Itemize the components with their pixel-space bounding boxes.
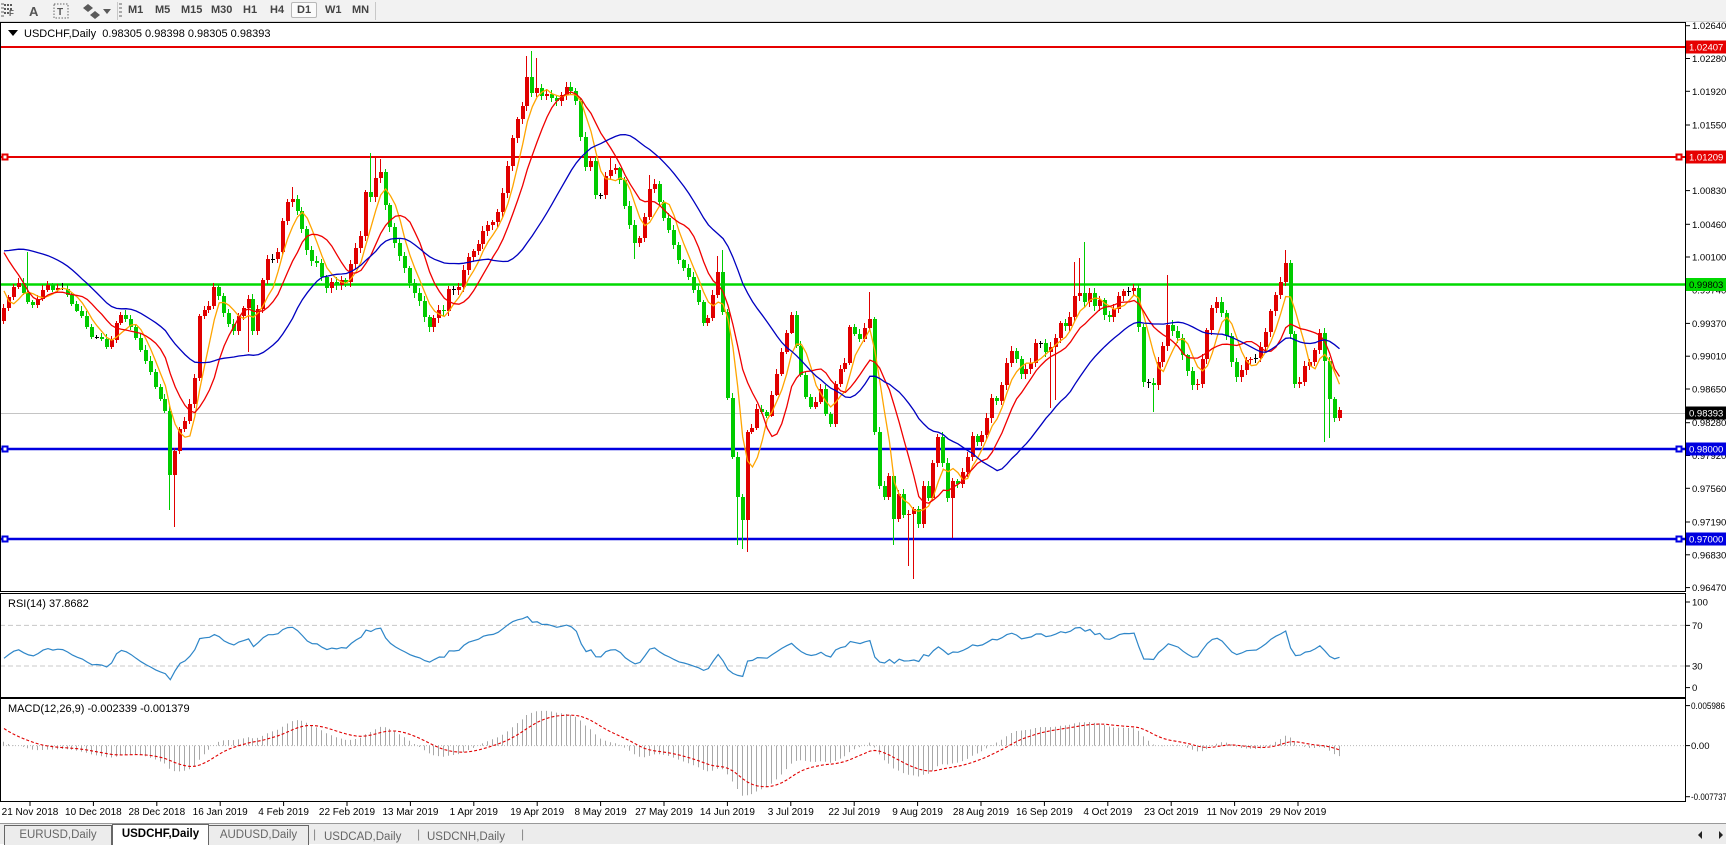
svg-text:9 Aug 2019: 9 Aug 2019: [892, 807, 943, 818]
svg-text:USDCHF,Daily 0.98305 0.98398: USDCHF,Daily 0.98305 0.98398 0.98305 0.9…: [24, 28, 270, 40]
svg-text:0.98650: 0.98650: [1692, 385, 1726, 396]
svg-text:0.97560: 0.97560: [1692, 484, 1726, 495]
svg-text:16 Sep 2019: 16 Sep 2019: [1016, 807, 1073, 818]
svg-text:4 Oct 2019: 4 Oct 2019: [1083, 807, 1132, 818]
svg-text:A: A: [29, 4, 39, 19]
svg-text:0.97000: 0.97000: [1689, 535, 1723, 546]
svg-text:1.00100: 1.00100: [1692, 253, 1726, 264]
svg-text:4 Feb 2019: 4 Feb 2019: [258, 807, 309, 818]
svg-text:RSI(14) 37.8682: RSI(14) 37.8682: [8, 598, 89, 610]
svg-text:0.99010: 0.99010: [1692, 352, 1726, 363]
svg-text:10 Dec 2018: 10 Dec 2018: [65, 807, 122, 818]
svg-text:0.96470: 0.96470: [1692, 583, 1726, 594]
svg-text:1.01209: 1.01209: [1689, 153, 1723, 164]
svg-text:19 Apr 2019: 19 Apr 2019: [510, 807, 564, 818]
svg-text:27 May 2019: 27 May 2019: [635, 807, 693, 818]
svg-text:1.02407: 1.02407: [1689, 43, 1723, 54]
svg-text:3 Jul 2019: 3 Jul 2019: [768, 807, 815, 818]
svg-text:0.97190: 0.97190: [1692, 518, 1726, 529]
svg-text:T: T: [57, 7, 63, 18]
svg-text:23 Oct 2019: 23 Oct 2019: [1144, 807, 1199, 818]
svg-text:1.01550: 1.01550: [1692, 121, 1726, 132]
svg-text:8 May 2019: 8 May 2019: [574, 807, 627, 818]
svg-text:1.00830: 1.00830: [1692, 186, 1726, 197]
svg-text:1.02280: 1.02280: [1692, 54, 1726, 65]
svg-text:0.99803: 0.99803: [1689, 280, 1723, 291]
svg-text:0.98000: 0.98000: [1689, 445, 1723, 456]
svg-text:70: 70: [1692, 621, 1703, 632]
svg-text:13 Mar 2019: 13 Mar 2019: [382, 807, 439, 818]
svg-text:30: 30: [1692, 662, 1703, 673]
svg-text:F: F: [9, 9, 14, 18]
svg-text:0.98393: 0.98393: [1689, 409, 1723, 420]
svg-text:28 Aug 2019: 28 Aug 2019: [953, 807, 1010, 818]
svg-text:0.97920: 0.97920: [1692, 451, 1726, 462]
svg-text:22 Jul 2019: 22 Jul 2019: [828, 807, 880, 818]
svg-text:MACD(12,26,9) -0.002339 -0.001: MACD(12,26,9) -0.002339 -0.001379: [8, 703, 190, 715]
svg-text:-0.007737: -0.007737: [1691, 792, 1726, 803]
svg-text:1 Apr 2019: 1 Apr 2019: [450, 807, 499, 818]
svg-text:16 Jan 2019: 16 Jan 2019: [193, 807, 248, 818]
svg-text:28 Dec 2018: 28 Dec 2018: [128, 807, 185, 818]
svg-text:1.02640: 1.02640: [1692, 21, 1726, 32]
svg-text:0.96830: 0.96830: [1692, 550, 1726, 561]
svg-text:14 Jun 2019: 14 Jun 2019: [700, 807, 755, 818]
svg-text:1.01920: 1.01920: [1692, 87, 1726, 98]
svg-text:100: 100: [1692, 598, 1708, 609]
svg-text:22 Feb 2019: 22 Feb 2019: [319, 807, 376, 818]
svg-text:0.00: 0.00: [1691, 741, 1710, 752]
svg-text:0.98280: 0.98280: [1692, 418, 1726, 429]
svg-text:0.99370: 0.99370: [1692, 319, 1726, 330]
svg-text:11 Nov 2019: 11 Nov 2019: [1207, 807, 1263, 818]
svg-text:1.00460: 1.00460: [1692, 220, 1726, 231]
svg-text:0: 0: [1692, 683, 1697, 694]
svg-text:0.005986: 0.005986: [1691, 701, 1725, 712]
svg-text:21 Nov 2018: 21 Nov 2018: [2, 807, 59, 818]
svg-text:29 Nov 2019: 29 Nov 2019: [1270, 807, 1327, 818]
